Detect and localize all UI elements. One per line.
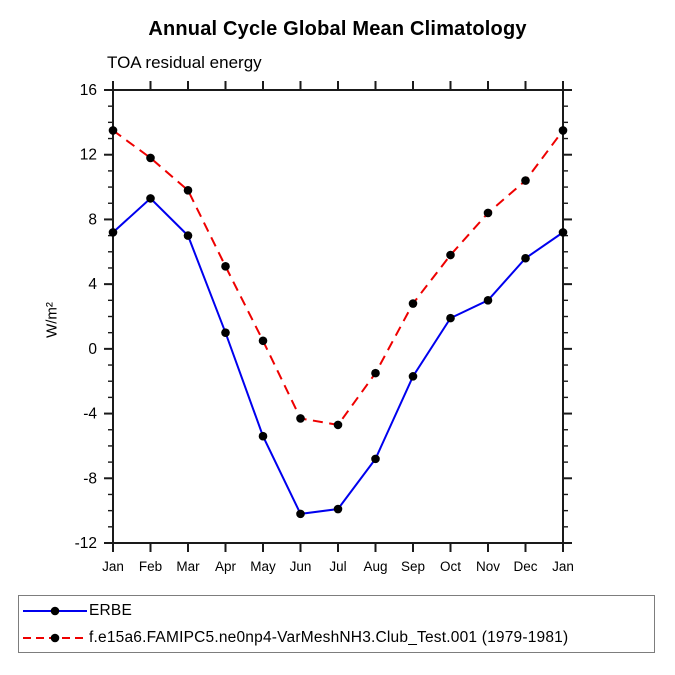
legend-marker-dot: [50, 633, 60, 642]
y-tick-label: -8: [83, 470, 97, 487]
y-tick-label: -4: [83, 406, 97, 423]
legend-item-model: f.e15a6.FAMIPC5.ne0np4-VarMeshNH3.Club_T…: [21, 624, 654, 651]
series-marker: [221, 328, 230, 337]
series-line-0: [112, 197, 564, 515]
series-line-1: [112, 129, 564, 426]
series-marker: [258, 336, 268, 346]
x-tick-label: May: [250, 559, 276, 574]
series-marker: [558, 126, 568, 135]
legend-item-erbe: ERBE: [21, 597, 654, 624]
legend-box: ERBE f.e15a6.FAMIPC5.ne0np4-VarMeshNH3.C…: [18, 595, 655, 653]
series-marker: [333, 420, 343, 430]
series-marker: [183, 186, 193, 195]
series-marker: [408, 372, 418, 381]
legend-line-sample-solid: [23, 606, 87, 615]
y-tick-label: 4: [88, 276, 97, 293]
y-tick-label: 8: [88, 211, 97, 228]
x-tick-label: Sep: [401, 559, 425, 574]
series-marker: [371, 454, 380, 464]
legend-label-erbe: ERBE: [89, 601, 133, 619]
x-tick-label: Jan: [102, 559, 124, 574]
x-tick-label: Jan: [552, 559, 574, 574]
y-tick-label: 12: [80, 147, 97, 164]
series-marker: [221, 262, 230, 271]
series-marker: [333, 504, 343, 514]
y-tick-label: 0: [88, 341, 97, 358]
series-marker: [108, 126, 118, 135]
series-marker: [483, 296, 493, 305]
y-tick-label: -12: [75, 535, 97, 552]
x-tick-label: Feb: [139, 559, 162, 574]
series-marker: [558, 228, 568, 237]
y-tick-label: 16: [80, 82, 97, 99]
series-marker: [296, 414, 305, 423]
x-tick-label: Aug: [363, 559, 387, 574]
series-marker: [371, 368, 380, 378]
x-tick-label: Jun: [290, 559, 312, 574]
series-marker: [521, 253, 530, 263]
series-marker: [483, 208, 493, 218]
series-marker: [521, 176, 530, 185]
series-marker: [108, 228, 118, 237]
series-marker: [446, 250, 455, 260]
series-marker: [146, 194, 155, 203]
legend-label-model: f.e15a6.FAMIPC5.ne0np4-VarMeshNH3.Club_T…: [89, 628, 569, 646]
axis-frame: [112, 89, 564, 544]
chart-title: Annual Cycle Global Mean Climatology: [148, 18, 527, 40]
x-tick-label: Apr: [215, 559, 237, 574]
x-tick-label: Mar: [176, 559, 200, 574]
series-marker: [146, 153, 155, 163]
legend-marker-dot: [50, 606, 60, 615]
series-marker: [258, 431, 268, 441]
x-tick-label: Oct: [440, 559, 461, 574]
series-marker: [408, 299, 418, 308]
x-tick-label: Nov: [476, 559, 500, 574]
chart-subtitle: TOA residual energy: [107, 53, 262, 72]
legend-line-sample-dashed: [23, 633, 87, 642]
x-tick-label: Jul: [329, 559, 346, 574]
series-marker: [183, 231, 193, 240]
x-tick-label: Dec: [513, 559, 537, 574]
series-marker: [296, 509, 305, 519]
series-marker: [446, 313, 455, 323]
